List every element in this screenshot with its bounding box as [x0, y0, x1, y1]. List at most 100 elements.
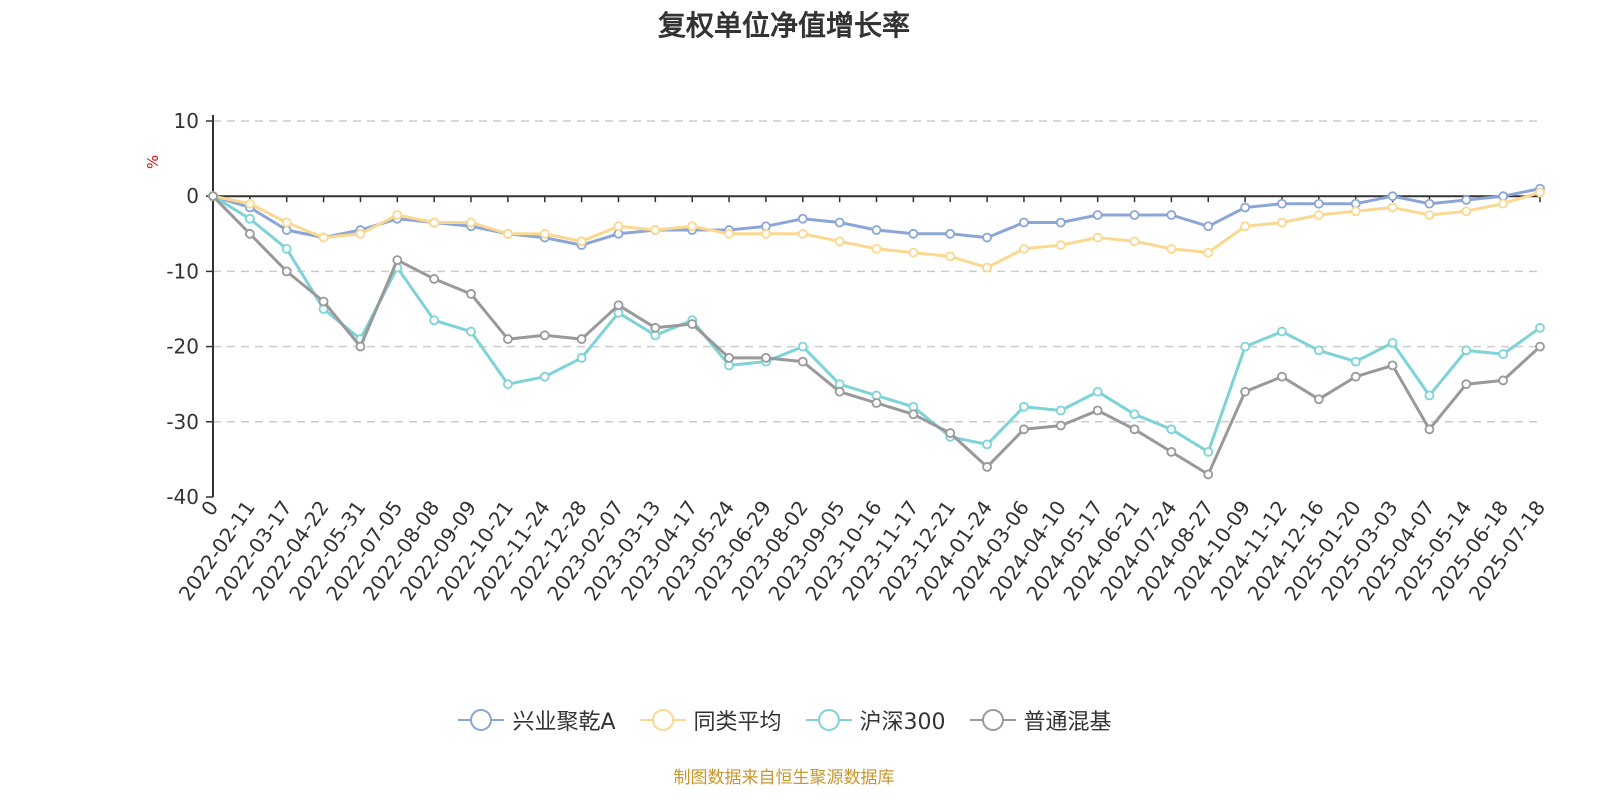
data-point [576, 352, 587, 363]
data-point [1092, 405, 1103, 416]
data-point [1240, 202, 1251, 213]
data-point [834, 236, 845, 247]
data-point [1387, 360, 1398, 371]
data-point [576, 334, 587, 344]
data-point [244, 228, 255, 239]
legend-item[interactable]: 兴业聚乾A [456, 704, 616, 736]
data-point [871, 243, 882, 254]
y-tick-label: -30 [166, 410, 199, 434]
data-point [761, 352, 771, 363]
legend-label: 同类平均 [693, 710, 782, 735]
data-point [539, 228, 550, 239]
data-point [1203, 469, 1214, 480]
data-point [1535, 341, 1545, 352]
data-point [466, 326, 476, 337]
data-point [982, 462, 992, 472]
data-point [1166, 446, 1177, 457]
data-point [1055, 420, 1066, 431]
data-point [281, 217, 292, 228]
data-point [281, 266, 292, 277]
data-point [724, 352, 734, 363]
data-point [1277, 217, 1287, 228]
data-point [1203, 446, 1214, 457]
data-point [429, 274, 440, 284]
legend-item[interactable]: 沪深300 [804, 704, 946, 736]
data-point [1166, 210, 1177, 220]
data-point [355, 228, 366, 239]
data-point [466, 217, 476, 228]
data-point [1313, 345, 1324, 356]
data-point [687, 221, 698, 232]
data-point [1498, 349, 1509, 360]
data-point [318, 232, 329, 243]
data-point [908, 247, 919, 258]
source-note: 制图数据来自恒生聚源数据库 [673, 768, 895, 788]
data-point [1240, 341, 1251, 352]
data-point [244, 213, 255, 224]
data-point [1535, 322, 1545, 333]
legend-label: 普通混基 [1023, 710, 1112, 735]
legend-item[interactable]: 普通混基 [968, 704, 1112, 736]
data-point [982, 232, 992, 243]
data-point [613, 300, 624, 311]
data-point [1387, 337, 1398, 348]
data-point [355, 341, 366, 352]
y-tick-label: 0 [186, 184, 199, 208]
legend-marker-icon [639, 709, 686, 731]
data-point [1019, 401, 1029, 412]
series-line-普通混基 [211, 195, 1542, 476]
data-point [318, 296, 329, 307]
y-axis-label: % [144, 155, 162, 169]
data-point [687, 319, 698, 329]
data-point [392, 210, 403, 220]
data-point [1166, 424, 1177, 435]
data-point [1277, 326, 1287, 337]
legend-marker-icon [969, 709, 1016, 731]
data-point [1461, 206, 1472, 217]
data-point [281, 243, 292, 254]
data-point [871, 225, 882, 235]
data-point [1350, 371, 1361, 382]
data-point [1277, 371, 1287, 382]
data-point [797, 228, 808, 239]
data-point [392, 255, 403, 266]
data-point [797, 213, 808, 224]
data-point [1129, 210, 1140, 220]
data-point [908, 228, 919, 239]
data-point [1424, 424, 1435, 435]
data-point [834, 217, 845, 228]
data-point [539, 371, 550, 382]
data-point [1313, 394, 1324, 405]
data-point [1092, 210, 1103, 220]
legend-item[interactable]: 同类平均 [638, 704, 782, 736]
data-point [1055, 217, 1066, 228]
data-point [1240, 386, 1251, 397]
data-point [945, 228, 956, 239]
x-tick-label: 0 [196, 496, 223, 520]
data-point [797, 341, 808, 352]
data-point [1129, 424, 1140, 435]
data-point [1203, 221, 1214, 232]
data-point [982, 439, 992, 450]
data-point [502, 228, 513, 239]
data-point [1424, 210, 1435, 220]
data-point [208, 191, 218, 202]
data-point [1387, 202, 1398, 213]
data-point [834, 386, 845, 397]
data-point [1424, 198, 1435, 209]
data-point [1203, 247, 1214, 258]
data-point [1424, 390, 1435, 401]
data-point [908, 409, 919, 420]
data-point [429, 315, 440, 326]
data-point [945, 428, 956, 438]
data-point [797, 356, 808, 367]
data-point [871, 398, 882, 408]
data-point [1498, 375, 1509, 386]
data-point [429, 217, 440, 228]
data-point [1019, 424, 1029, 435]
data-point [466, 289, 476, 299]
data-point [1461, 195, 1472, 205]
data-point [1277, 198, 1287, 209]
data-point [1019, 243, 1029, 254]
